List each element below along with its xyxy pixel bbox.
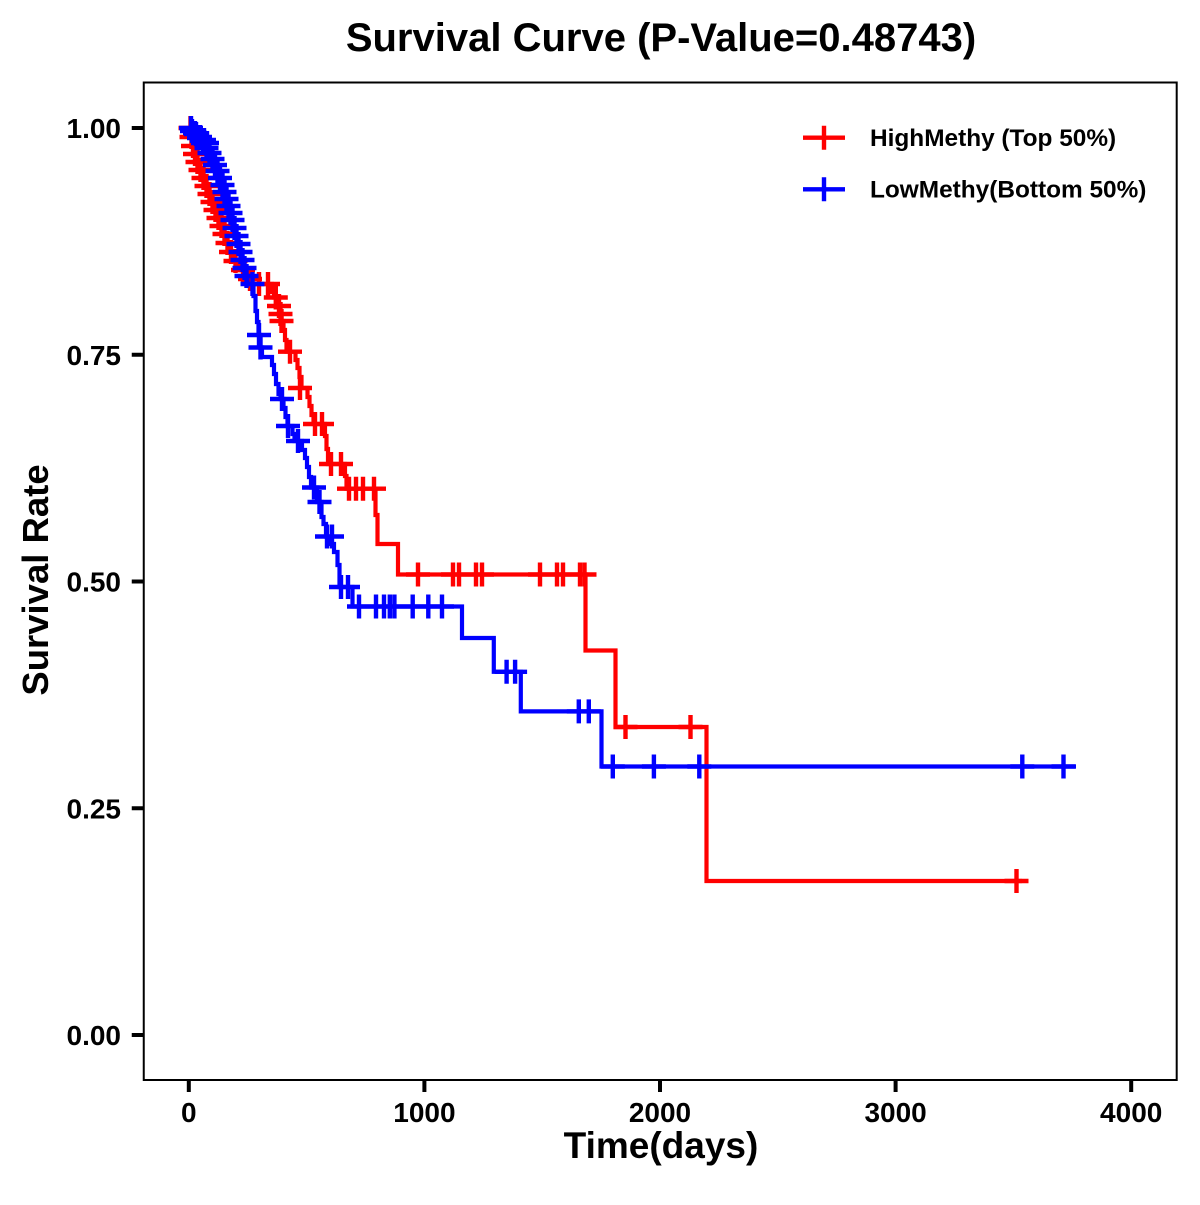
- svg-text:0.75: 0.75: [67, 340, 122, 371]
- svg-text:Survival Rate: Survival Rate: [15, 464, 56, 695]
- svg-text:LowMethy(Bottom 50%): LowMethy(Bottom 50%): [870, 177, 1146, 204]
- svg-text:Time(days): Time(days): [564, 1125, 759, 1166]
- svg-text:HighMethy (Top 50%): HighMethy (Top 50%): [870, 125, 1116, 152]
- svg-text:0.50: 0.50: [67, 567, 122, 598]
- svg-text:1000: 1000: [393, 1097, 455, 1128]
- svg-text:0.25: 0.25: [67, 793, 122, 824]
- svg-text:3000: 3000: [864, 1097, 926, 1128]
- svg-text:Survival Curve (P-Value=0.4874: Survival Curve (P-Value=0.48743): [346, 16, 976, 60]
- svg-text:0.00: 0.00: [67, 1020, 122, 1051]
- svg-text:0: 0: [181, 1097, 197, 1128]
- svg-text:2000: 2000: [629, 1097, 691, 1128]
- svg-text:4000: 4000: [1100, 1097, 1162, 1128]
- svg-text:1.00: 1.00: [67, 113, 122, 144]
